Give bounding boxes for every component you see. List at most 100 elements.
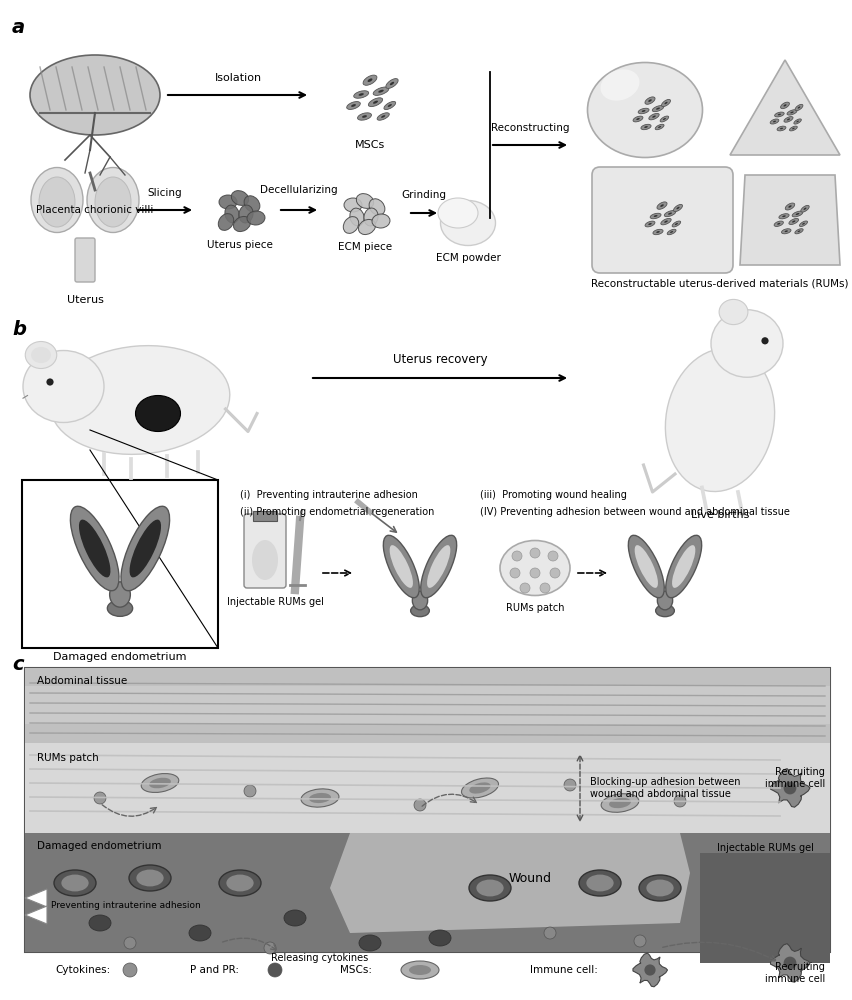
Ellipse shape xyxy=(662,118,665,120)
Ellipse shape xyxy=(660,218,671,225)
Ellipse shape xyxy=(135,395,181,432)
Ellipse shape xyxy=(628,535,664,598)
Ellipse shape xyxy=(778,214,788,219)
Ellipse shape xyxy=(79,520,110,577)
Ellipse shape xyxy=(801,223,804,225)
Bar xyxy=(25,668,829,952)
Ellipse shape xyxy=(774,221,782,226)
Circle shape xyxy=(268,963,282,977)
Ellipse shape xyxy=(657,126,660,128)
Ellipse shape xyxy=(782,104,786,107)
Ellipse shape xyxy=(634,545,657,588)
Ellipse shape xyxy=(772,121,775,122)
Ellipse shape xyxy=(779,128,782,129)
Ellipse shape xyxy=(389,545,412,588)
Ellipse shape xyxy=(429,930,451,946)
Ellipse shape xyxy=(437,198,477,228)
Ellipse shape xyxy=(389,82,394,85)
FancyBboxPatch shape xyxy=(591,167,732,273)
Circle shape xyxy=(633,935,645,947)
Ellipse shape xyxy=(797,230,799,232)
Text: Reconstructing: Reconstructing xyxy=(490,123,568,133)
Circle shape xyxy=(94,792,106,804)
Ellipse shape xyxy=(711,310,782,377)
Bar xyxy=(22,480,218,648)
Ellipse shape xyxy=(769,119,778,124)
Text: MSCs:: MSCs: xyxy=(340,965,371,975)
Ellipse shape xyxy=(110,582,130,607)
Text: Slicing: Slicing xyxy=(147,188,182,198)
Ellipse shape xyxy=(796,121,798,122)
Text: Uterus piece: Uterus piece xyxy=(207,240,273,250)
Ellipse shape xyxy=(657,591,672,610)
Ellipse shape xyxy=(71,506,119,591)
Ellipse shape xyxy=(469,782,490,794)
Ellipse shape xyxy=(469,875,510,901)
Ellipse shape xyxy=(372,87,389,95)
Ellipse shape xyxy=(54,870,96,896)
Ellipse shape xyxy=(579,870,620,896)
Ellipse shape xyxy=(608,798,630,808)
Ellipse shape xyxy=(247,211,265,225)
Ellipse shape xyxy=(587,62,702,157)
Ellipse shape xyxy=(673,204,682,212)
Ellipse shape xyxy=(251,540,278,580)
Ellipse shape xyxy=(219,870,261,896)
Ellipse shape xyxy=(776,126,785,131)
Ellipse shape xyxy=(343,198,361,212)
Ellipse shape xyxy=(585,875,613,891)
Text: P and PR:: P and PR: xyxy=(190,965,239,975)
Ellipse shape xyxy=(385,79,398,88)
Text: Blocking-up adhesion between
wound and abdominal tissue: Blocking-up adhesion between wound and a… xyxy=(590,777,740,799)
Ellipse shape xyxy=(440,200,495,245)
Circle shape xyxy=(783,782,796,794)
Bar xyxy=(25,743,829,833)
Ellipse shape xyxy=(777,114,780,115)
Ellipse shape xyxy=(667,213,671,215)
Polygon shape xyxy=(729,60,839,155)
Ellipse shape xyxy=(368,98,383,107)
Ellipse shape xyxy=(659,116,668,122)
Ellipse shape xyxy=(648,223,651,225)
Ellipse shape xyxy=(226,875,253,891)
Polygon shape xyxy=(25,906,47,924)
Ellipse shape xyxy=(359,935,381,951)
Text: (ii) Promoting endometrial regeneration: (ii) Promoting endometrial regeneration xyxy=(239,507,434,517)
Polygon shape xyxy=(632,953,667,987)
Text: Grinding: Grinding xyxy=(401,190,446,200)
Ellipse shape xyxy=(358,219,375,235)
Ellipse shape xyxy=(31,167,83,232)
Ellipse shape xyxy=(792,220,795,223)
Ellipse shape xyxy=(646,880,673,896)
Ellipse shape xyxy=(39,177,75,227)
Ellipse shape xyxy=(50,346,229,454)
Ellipse shape xyxy=(420,535,456,598)
Ellipse shape xyxy=(371,214,389,228)
Circle shape xyxy=(244,785,256,797)
Circle shape xyxy=(413,799,425,811)
Bar xyxy=(253,511,277,521)
Ellipse shape xyxy=(781,215,785,217)
Ellipse shape xyxy=(661,99,670,107)
Ellipse shape xyxy=(233,216,250,232)
Ellipse shape xyxy=(400,961,439,979)
Ellipse shape xyxy=(652,106,663,112)
Ellipse shape xyxy=(654,124,663,130)
Text: Cytokines:: Cytokines: xyxy=(55,965,110,975)
Ellipse shape xyxy=(130,520,161,577)
Ellipse shape xyxy=(676,207,679,209)
Ellipse shape xyxy=(783,117,792,122)
Ellipse shape xyxy=(30,55,160,135)
Ellipse shape xyxy=(363,75,377,85)
Ellipse shape xyxy=(475,880,503,896)
Ellipse shape xyxy=(785,203,794,210)
Ellipse shape xyxy=(31,347,51,363)
Ellipse shape xyxy=(381,115,385,118)
Text: Abdominal tissue: Abdominal tissue xyxy=(37,676,127,686)
Ellipse shape xyxy=(87,167,139,232)
Ellipse shape xyxy=(427,545,450,588)
Ellipse shape xyxy=(361,115,366,118)
Text: Isolation: Isolation xyxy=(214,73,262,83)
Ellipse shape xyxy=(461,778,498,798)
Ellipse shape xyxy=(343,217,359,233)
